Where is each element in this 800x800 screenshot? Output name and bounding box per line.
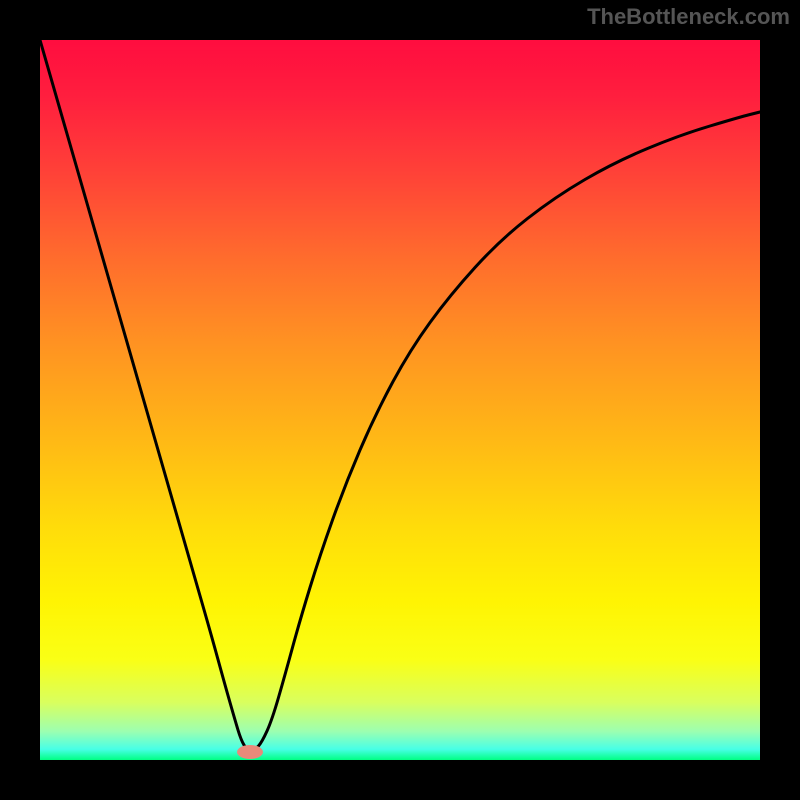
watermark-text: TheBottleneck.com bbox=[587, 4, 790, 30]
chart-container: TheBottleneck.com bbox=[0, 0, 800, 800]
optimal-point-marker bbox=[237, 745, 263, 759]
bottleneck-chart bbox=[0, 0, 800, 800]
